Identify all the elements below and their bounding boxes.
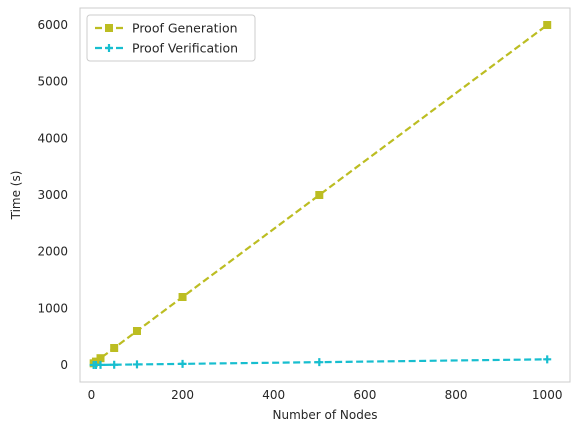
x-axis-ticks: 0 200 400 600 800 1000 — [88, 388, 563, 402]
data-point — [543, 21, 552, 29]
y-axis-label: Time (s) — [9, 171, 23, 221]
x-tick-label: 200 — [171, 388, 194, 402]
data-point — [543, 355, 552, 364]
series-layer — [89, 21, 552, 369]
data-point — [132, 360, 141, 369]
legend-box — [86, 14, 256, 62]
legend-item: Proof Verification — [95, 41, 238, 56]
x-tick-label: 1000 — [532, 388, 563, 402]
y-tick-label: 6000 — [37, 18, 68, 32]
x-tick-label: 600 — [353, 388, 376, 402]
x-tick-label: 0 — [88, 388, 96, 402]
data-point — [96, 360, 105, 369]
legend: Proof Generation Proof Verification — [86, 14, 256, 62]
plot-frame — [79, 7, 571, 383]
y-tick-label: 1000 — [37, 301, 68, 315]
y-tick-label: 3000 — [37, 188, 68, 202]
data-point — [110, 360, 119, 369]
plot-background — [80, 8, 570, 382]
legend-label: Proof Verification — [132, 41, 238, 56]
y-tick-label: 2000 — [37, 245, 68, 259]
data-point — [178, 359, 187, 368]
series-proof-verification — [89, 355, 552, 369]
y-tick-label: 4000 — [37, 131, 68, 145]
y-axis-ticks: 0 1000 2000 3000 4000 5000 6000 — [37, 18, 68, 372]
x-axis-label: Number of Nodes — [273, 408, 378, 422]
data-point — [132, 327, 141, 335]
data-point — [96, 354, 105, 363]
legend-marker — [105, 24, 113, 32]
data-point — [110, 344, 119, 352]
x-tick-label: 400 — [262, 388, 285, 402]
data-point — [315, 358, 324, 367]
plot-border — [79, 7, 571, 383]
data-point — [178, 293, 187, 301]
legend-marker — [105, 44, 113, 52]
y-tick-label: 5000 — [37, 75, 68, 89]
data-point — [315, 191, 324, 199]
legend-label: Proof Generation — [132, 21, 238, 36]
legend-item: Proof Generation — [95, 21, 238, 36]
y-tick-label: 0 — [60, 358, 68, 372]
x-tick-label: 800 — [445, 388, 468, 402]
